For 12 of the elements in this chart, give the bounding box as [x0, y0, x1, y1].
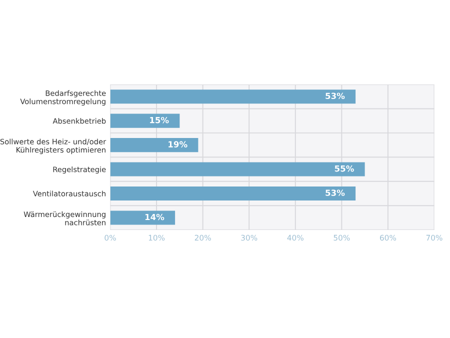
- data-label: 53%: [326, 190, 345, 196]
- bar: [110, 90, 356, 104]
- data-label: 53%: [326, 92, 345, 100]
- data-label: 14%: [145, 214, 164, 220]
- bar: [110, 114, 180, 128]
- bar: [110, 162, 365, 176]
- data-label: 19%: [168, 141, 188, 148]
- bar: [110, 186, 356, 201]
- data-label: 15%: [150, 116, 169, 124]
- bar: [110, 210, 176, 225]
- bar: [110, 138, 198, 152]
- data-label: 55%: [334, 165, 354, 172]
